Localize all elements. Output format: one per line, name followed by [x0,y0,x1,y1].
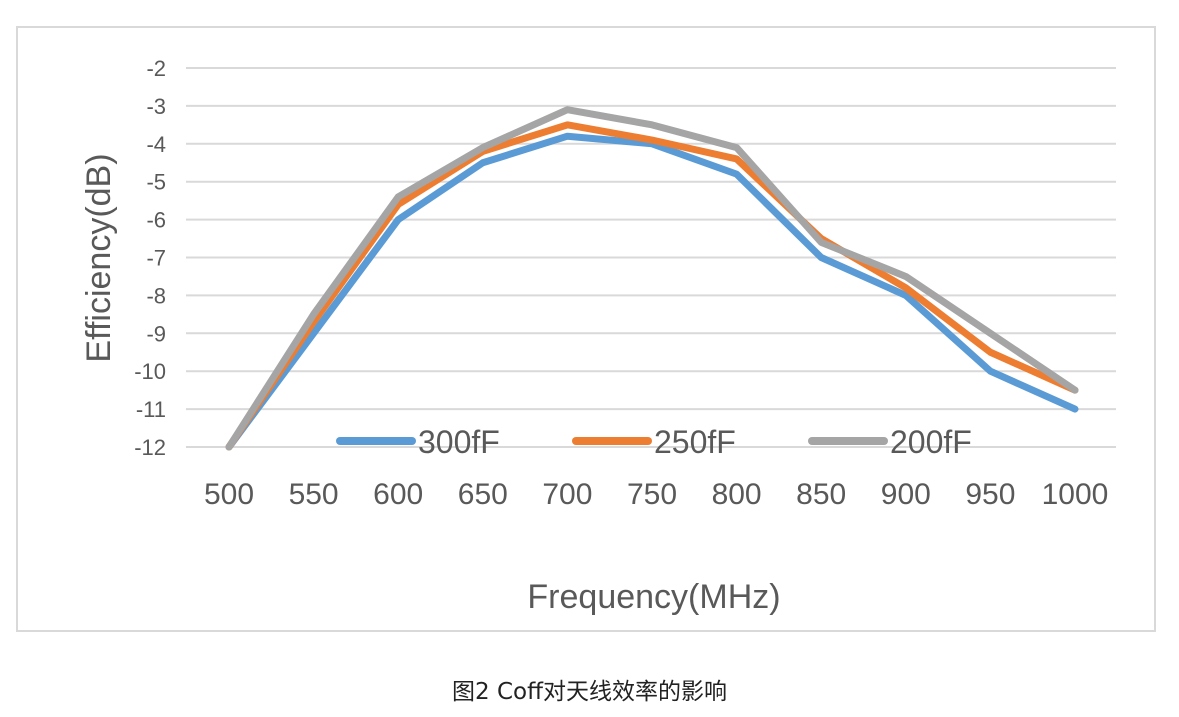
legend-label: 250fF [654,424,736,460]
x-tick-label: 650 [458,478,508,511]
y-tick-label: -11 [136,397,166,422]
x-tick-label: 550 [289,478,339,511]
x-tick-label: 800 [712,478,762,511]
x-tick-label: 850 [796,478,846,511]
x-tick-label: 600 [373,478,423,511]
y-tick-label: -8 [146,283,166,308]
x-tick-label: 500 [204,478,254,511]
y-tick-label: -7 [146,246,166,271]
x-axis-label: Frequency(MHz) [527,578,780,616]
legend-label: 200fF [890,424,972,460]
x-tick-label: 950 [965,478,1015,511]
y-tick-label: -9 [146,321,166,346]
x-tick-label: 1000 [1042,478,1109,511]
y-tick-label: -4 [146,132,166,157]
x-tick-labels: 500 550 600 650 700 750 800 850 900 950 1000 [204,478,1108,511]
y-tick-label: -10 [134,359,166,384]
y-tick-label: -2 [146,56,166,81]
series-lines [225,106,1079,451]
figure-caption: 图2 Coff对天线效率的影响 [452,679,727,705]
grid-lines [186,67,1116,448]
y-axis-label: Efficiency(dB) [80,153,118,362]
y-tick-label: -5 [146,170,166,195]
series-line-300fF [225,132,1079,451]
x-tick-label: 700 [542,478,592,511]
legend: 300fF 250fF 200fF [336,424,972,460]
y-tick-label: -12 [134,435,166,460]
y-tick-labels: -2 -3 -4 -5 -6 -7 -8 -9 -10 -11 -12 [134,56,166,460]
series-line-250fF [225,121,1079,451]
y-tick-label: -6 [146,208,166,233]
x-tick-label: 750 [627,478,677,511]
x-tick-label: 900 [881,478,931,511]
legend-label: 300fF [418,424,500,460]
y-tick-label: -3 [146,94,166,119]
series-line-200fF [225,106,1079,451]
